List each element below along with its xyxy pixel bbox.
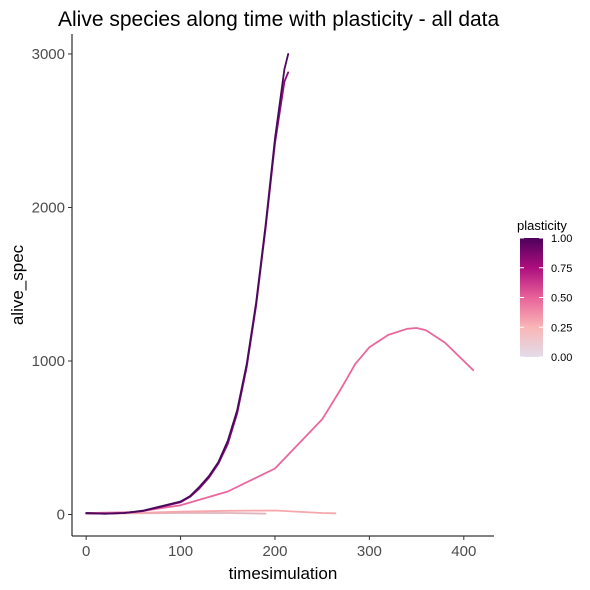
x-tick-label: 100 [168,543,193,560]
legend-tick-label: 0.75 [551,263,572,275]
x-tick-label: 0 [82,543,90,560]
legend-tick-label: 0.25 [551,322,572,334]
x-tick-label: 200 [262,543,287,560]
x-axis-title: timesimulation [229,564,338,583]
legend-title: plasticity [517,218,567,233]
y-axis-title: alive_spec [8,244,27,325]
chart-title: Alive species along time with plasticity… [58,8,500,31]
legend-ticks: 0.00 0.25 0.50 0.75 1.00 [520,233,572,364]
y-axis-ticks: 0 1000 2000 3000 [32,46,72,524]
legend-tick-label: 1.00 [551,233,572,245]
legend-colorbar [520,238,543,357]
series-line-4 [85,53,290,515]
x-axis-ticks: 0 100 200 300 400 [82,536,476,560]
series-layer [85,53,475,515]
x-tick-label: 400 [451,543,476,560]
y-tick-label: 1000 [32,353,65,370]
y-tick-label: 2000 [32,199,65,216]
legend-tick-label: 0.00 [551,352,572,364]
x-tick-label: 300 [357,543,382,560]
legend: plasticity 0.00 0.25 0.50 0.75 1.00 [517,218,572,364]
plot-panel: 0 100 200 300 400 0 1000 2000 3000 [32,34,494,560]
series-line-2 [85,327,475,514]
y-tick-label: 3000 [32,46,65,63]
legend-tick-label: 0.50 [551,293,572,305]
y-tick-label: 0 [57,507,65,524]
